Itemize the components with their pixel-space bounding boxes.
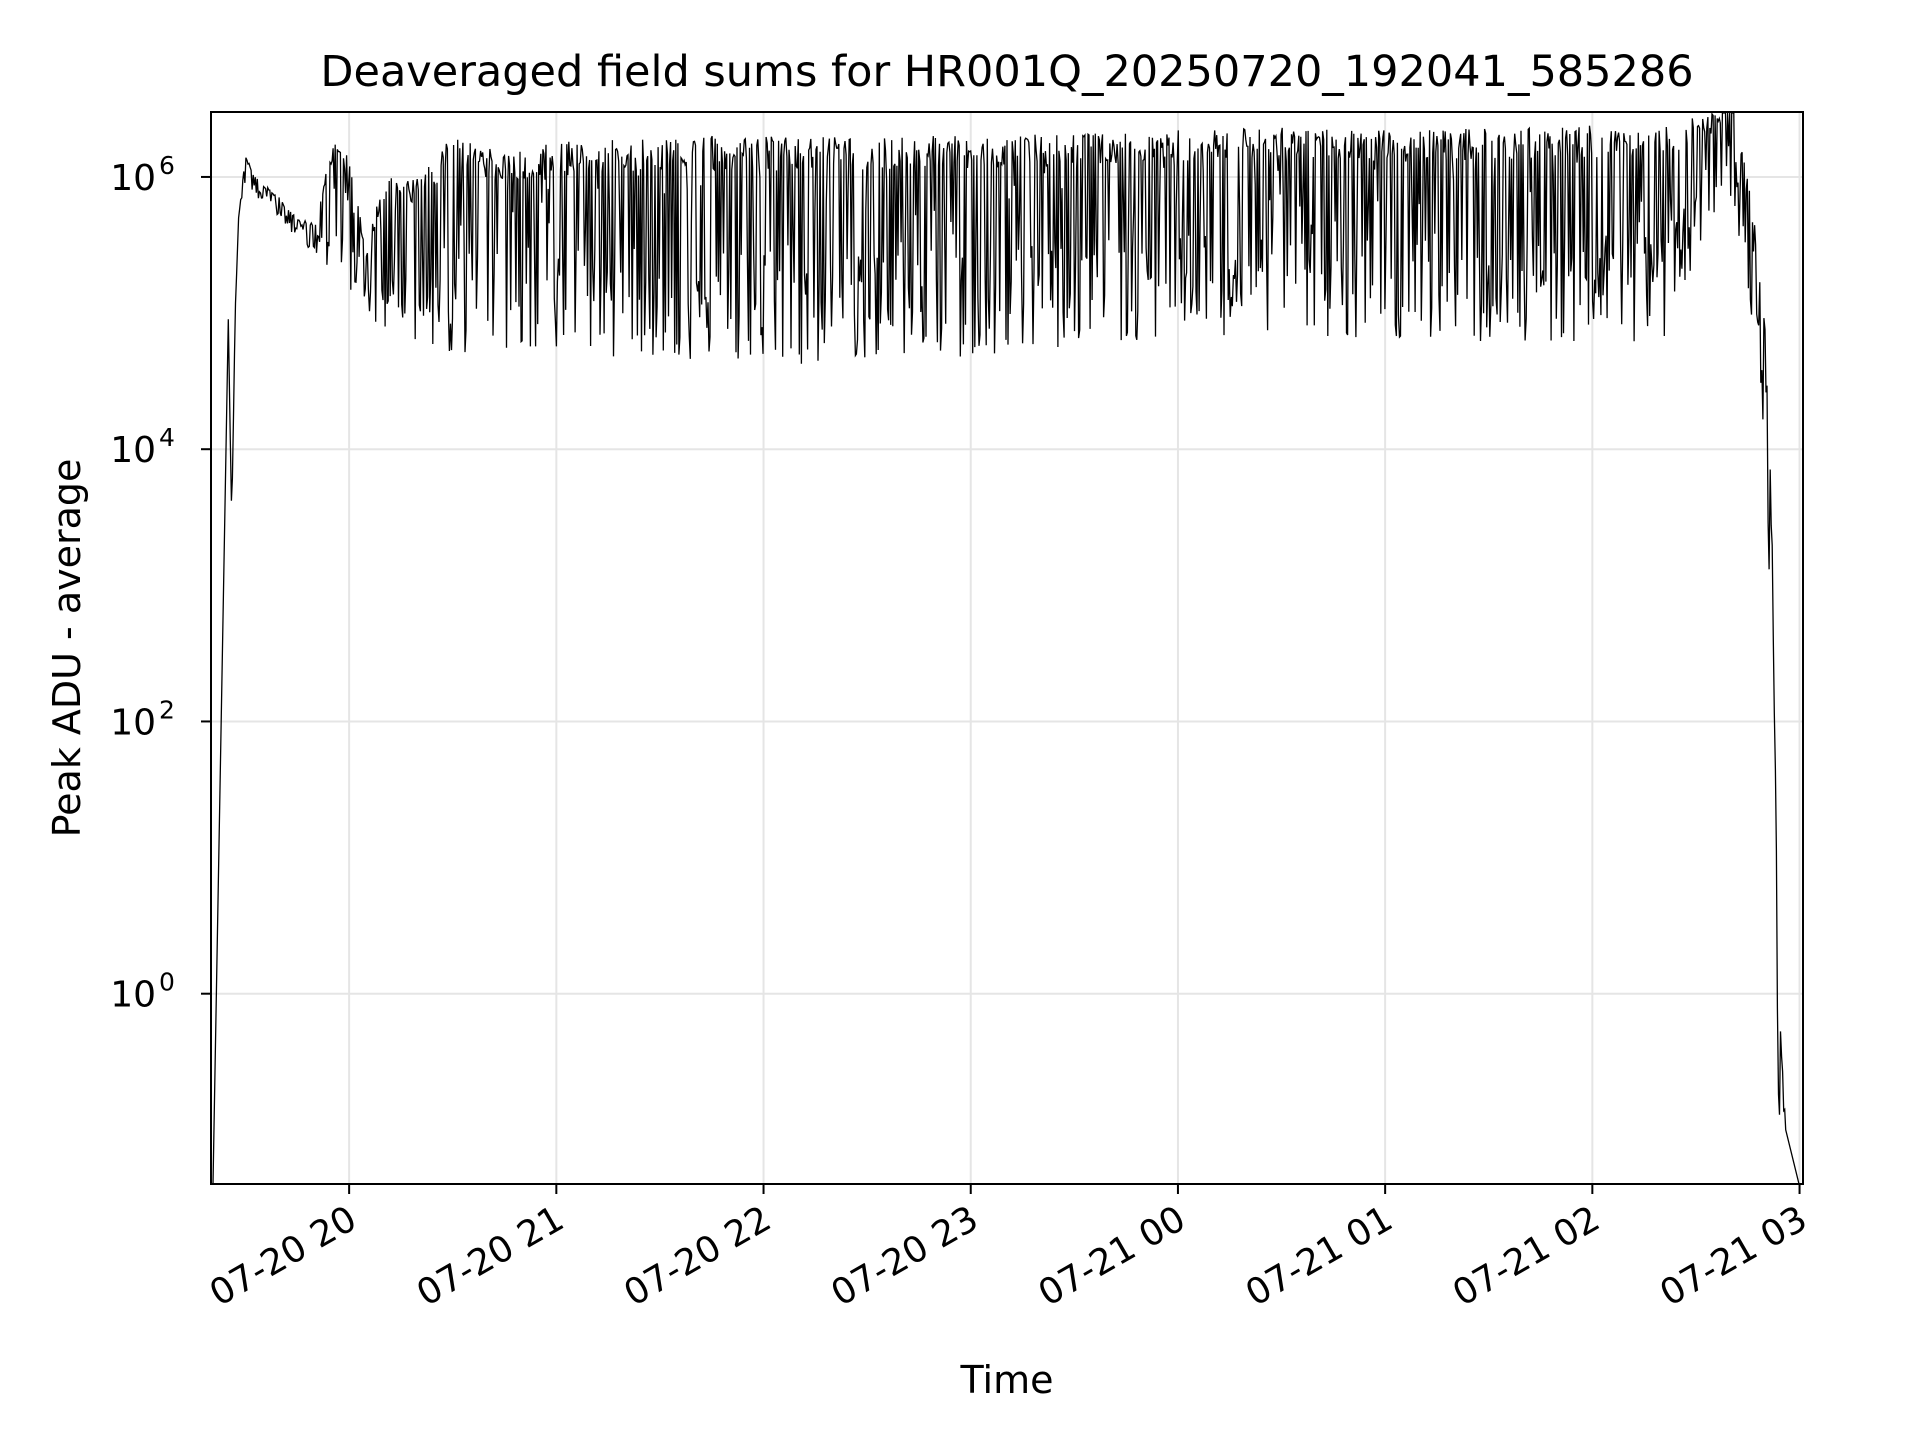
x-tick-label: 07-20 21: [410, 1198, 571, 1314]
y-tick-label: 10: [110, 430, 156, 471]
y-tick-base: 10: [110, 702, 156, 743]
x-tick-label: 07-21 00: [1032, 1198, 1193, 1314]
x-tick-label: 07-21 03: [1653, 1198, 1814, 1314]
y-tick-exponent: 6: [159, 151, 175, 180]
x-axis-ticks: 07-20 20 07-20 21 07-20 22 07-20 23 07-21 00…: [203, 1184, 1814, 1315]
plot-frame: [210, 111, 1804, 1185]
y-tick-label: 10: [110, 158, 156, 199]
x-tick-label: 07-21 01: [1239, 1198, 1400, 1314]
y-axis-label: Peak ADU - average: [45, 459, 89, 838]
y-tick-base: 10: [110, 158, 156, 199]
y-tick-exponent: 4: [159, 423, 175, 452]
y-tick-base: 10: [110, 975, 156, 1016]
x-tick-label: 07-20 22: [617, 1198, 778, 1314]
y-tick-label: 10: [110, 975, 156, 1016]
chart-title: Deaveraged field sums for HR001Q_2025072…: [320, 47, 1693, 97]
y-tick-label: 10: [110, 702, 156, 743]
y-tick-exponent: 0: [159, 968, 175, 997]
x-axis-label: Time: [960, 1358, 1054, 1402]
x-tick-label: 07-20 23: [825, 1198, 986, 1314]
y-tick-base: 10: [110, 430, 156, 471]
y-tick-exponent: 2: [159, 695, 175, 724]
x-tick-label: 07-21 02: [1446, 1198, 1607, 1314]
series-line: [212, 111, 1800, 1185]
data-series: [212, 111, 1800, 1185]
x-tick-label: 07-20 20: [203, 1198, 364, 1314]
